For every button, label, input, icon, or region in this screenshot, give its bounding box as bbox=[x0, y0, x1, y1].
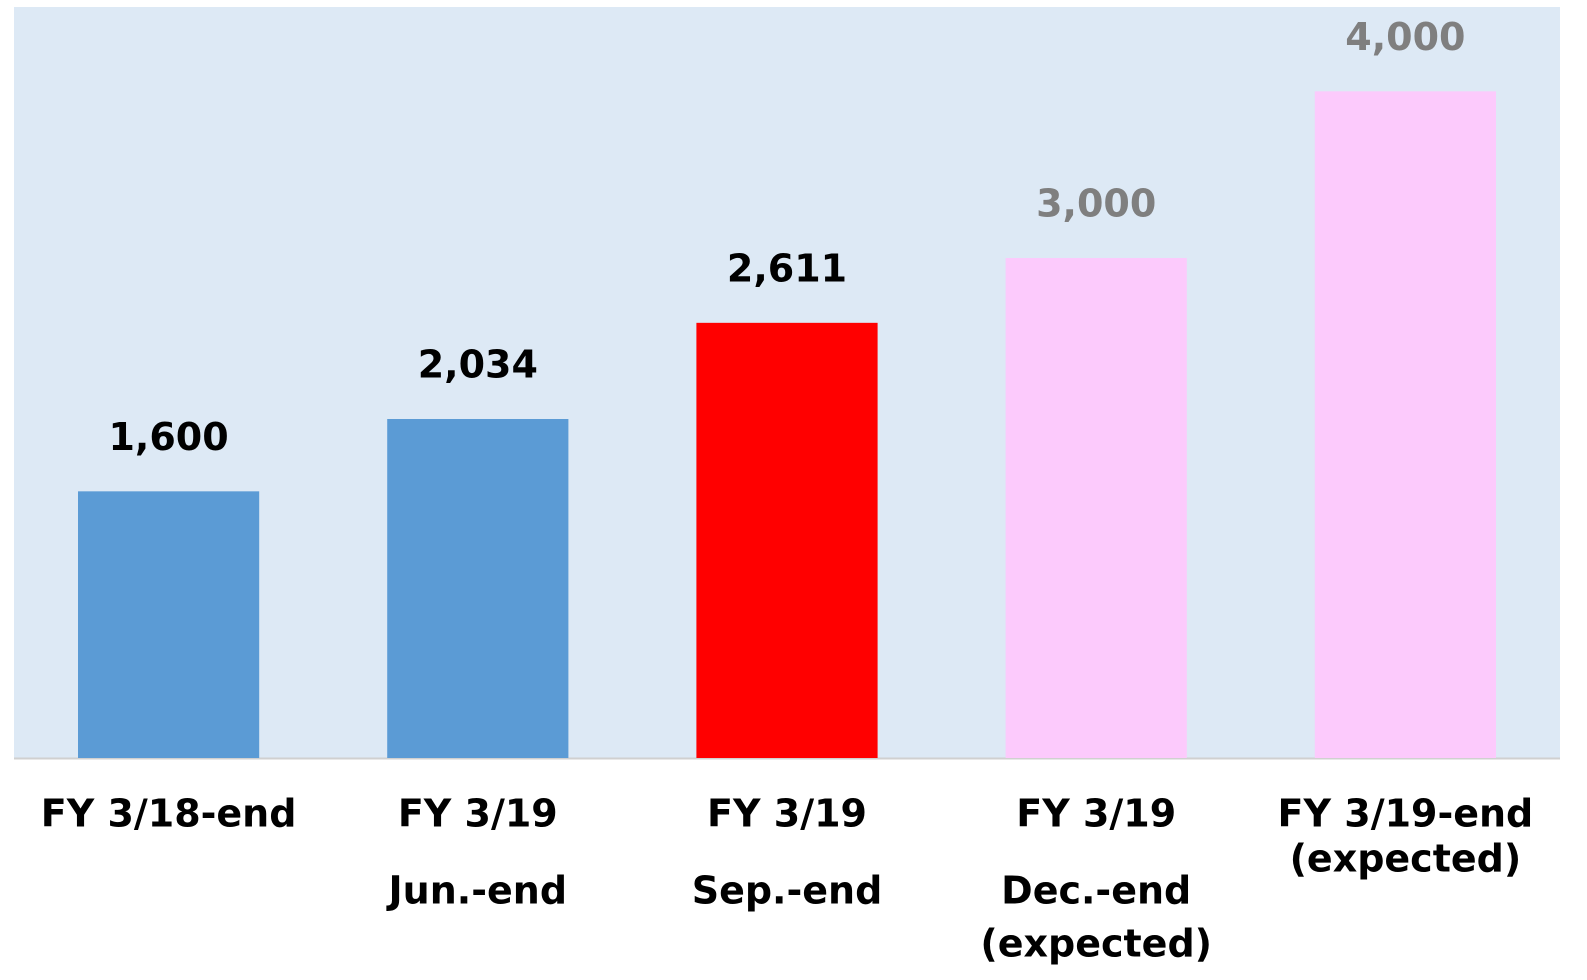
x-tick-label: (expected) bbox=[1290, 837, 1522, 881]
x-tick-label: FY 3/19-end bbox=[1278, 792, 1534, 836]
bar bbox=[1005, 258, 1187, 758]
x-tick-label: FY 3/19 bbox=[707, 792, 867, 836]
bar bbox=[78, 491, 260, 758]
x-tick-label: FY 3/18-end bbox=[41, 792, 297, 836]
x-tick-label: FY 3/19 bbox=[398, 792, 558, 836]
x-tick-label: Sep.-end bbox=[692, 869, 883, 913]
x-tick-label: FY 3/19 bbox=[1016, 792, 1176, 836]
bar bbox=[696, 322, 878, 758]
x-tick-label: Dec.-end bbox=[1001, 869, 1191, 913]
bar bbox=[1314, 91, 1496, 759]
value-label: 2,611 bbox=[727, 246, 847, 290]
value-label: 4,000 bbox=[1345, 15, 1465, 59]
value-label: 3,000 bbox=[1036, 182, 1156, 226]
bar bbox=[387, 419, 569, 758]
x-tick-label: Jun.-end bbox=[386, 869, 567, 913]
x-tick-label: (expected) bbox=[980, 922, 1212, 966]
value-label: 2,034 bbox=[418, 343, 538, 387]
value-label: 1,600 bbox=[108, 415, 228, 459]
